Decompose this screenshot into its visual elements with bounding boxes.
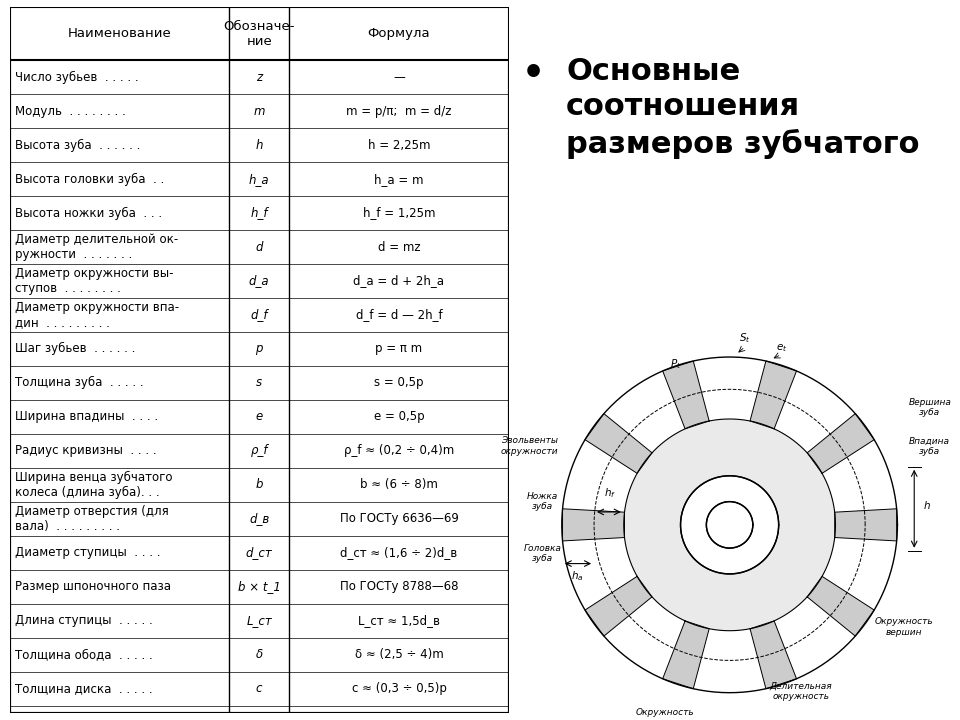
Text: ρ_f ≈ (0,2 ÷ 0,4)m: ρ_f ≈ (0,2 ÷ 0,4)m — [344, 444, 454, 457]
Text: По ГОСТу 6636—69: По ГОСТу 6636—69 — [340, 513, 459, 526]
Text: ρ_f: ρ_f — [251, 444, 268, 457]
Text: Основные
соотношения
размеров зубчатого: Основные соотношения размеров зубчатого — [566, 57, 920, 159]
Text: b ≈ (6 ÷ 8)m: b ≈ (6 ÷ 8)m — [360, 478, 438, 491]
Text: Высота зуба  . . . . . .: Высота зуба . . . . . . — [14, 138, 140, 152]
Text: Длина ступицы  . . . . .: Длина ступицы . . . . . — [14, 614, 153, 627]
Text: Формула: Формула — [368, 27, 430, 40]
Text: Толщина обода  . . . . .: Толщина обода . . . . . — [14, 648, 153, 661]
Text: Радиус кривизны  . . . .: Радиус кривизны . . . . — [14, 444, 156, 457]
Text: δ ≈ (2,5 ÷ 4)m: δ ≈ (2,5 ÷ 4)m — [354, 648, 444, 661]
Polygon shape — [750, 361, 797, 429]
Text: Толщина диска  . . . . .: Толщина диска . . . . . — [14, 683, 153, 696]
Text: p = π m: p = π m — [375, 343, 422, 356]
Text: s: s — [256, 377, 262, 390]
Text: Наименование: Наименование — [67, 27, 171, 40]
Text: d_в: d_в — [249, 513, 270, 526]
Text: h_a = m: h_a = m — [374, 173, 423, 186]
Text: d_ст: d_ст — [246, 546, 273, 559]
Text: Впадина
зуба: Впадина зуба — [909, 436, 950, 456]
Text: c: c — [256, 683, 262, 696]
Text: h: h — [255, 138, 263, 152]
Text: p: p — [255, 343, 263, 356]
Text: Шаг зубьев  . . . . . .: Шаг зубьев . . . . . . — [14, 343, 135, 356]
Text: δ: δ — [255, 648, 263, 661]
Text: h_a: h_a — [249, 173, 270, 186]
Circle shape — [624, 419, 835, 631]
Polygon shape — [662, 361, 709, 429]
Text: b × t_1: b × t_1 — [238, 580, 280, 593]
Text: d = mz: d = mz — [377, 240, 420, 253]
FancyBboxPatch shape — [10, 7, 509, 713]
Text: Диаметр делительной ок-
ружности  . . . . . . .: Диаметр делительной ок- ружности . . . .… — [14, 233, 178, 261]
Text: Толщина зуба  . . . . .: Толщина зуба . . . . . — [14, 377, 143, 390]
Text: Высота ножки зуба  . . .: Высота ножки зуба . . . — [14, 207, 161, 220]
Text: $S_t$: $S_t$ — [739, 331, 751, 346]
Polygon shape — [585, 414, 652, 473]
Text: m = p/π;  m = d/z: m = p/π; m = d/z — [347, 104, 452, 117]
Text: $h_f$: $h_f$ — [604, 487, 615, 500]
Text: h_f = 1,25m: h_f = 1,25m — [363, 207, 435, 220]
Text: —: — — [393, 71, 405, 84]
Text: •: • — [522, 57, 545, 91]
Text: Диаметр отверстия (для
вала)  . . . . . . . . .: Диаметр отверстия (для вала) . . . . . .… — [14, 505, 168, 533]
Text: Ширина впадины  . . . .: Ширина впадины . . . . — [14, 410, 157, 423]
Text: h_f: h_f — [251, 207, 268, 220]
Text: Эвольвенты
окружности: Эвольвенты окружности — [501, 436, 559, 456]
Text: d: d — [255, 240, 263, 253]
Polygon shape — [662, 621, 709, 689]
Polygon shape — [563, 509, 625, 541]
Text: d_f: d_f — [251, 308, 268, 321]
Text: z: z — [256, 71, 262, 84]
Polygon shape — [834, 509, 897, 541]
Polygon shape — [585, 577, 652, 636]
Text: Размер шпоночного паза: Размер шпоночного паза — [14, 580, 171, 593]
Text: По ГОСТу 8788—68: По ГОСТу 8788—68 — [340, 580, 458, 593]
Circle shape — [707, 502, 753, 548]
Text: Ширина венца зубчатого
колеса (длина зуба). . .: Ширина венца зубчатого колеса (длина зуб… — [14, 471, 172, 499]
Polygon shape — [807, 577, 875, 636]
Text: m: m — [253, 104, 265, 117]
Text: Обозначе-
ние: Обозначе- ние — [224, 19, 295, 48]
Text: $h_a$: $h_a$ — [571, 569, 584, 583]
Text: d_a: d_a — [249, 274, 270, 287]
Text: e = 0,5p: e = 0,5p — [373, 410, 424, 423]
Text: c ≈ (0,3 ÷ 0,5)p: c ≈ (0,3 ÷ 0,5)p — [351, 683, 446, 696]
FancyBboxPatch shape — [10, 7, 509, 60]
Text: $e_t$: $e_t$ — [776, 343, 787, 354]
Text: Число зубьев  . . . . .: Число зубьев . . . . . — [14, 71, 138, 84]
Text: Делительная
окружность: Делительная окружность — [769, 682, 832, 701]
Text: Вершина
зуба: Вершина зуба — [908, 397, 951, 417]
Text: L_ст: L_ст — [247, 614, 272, 627]
Polygon shape — [807, 414, 875, 473]
Text: Диаметр ступицы  . . . .: Диаметр ступицы . . . . — [14, 546, 160, 559]
Text: Окружность
вершин: Окружность вершин — [875, 617, 933, 636]
Text: $P_t$: $P_t$ — [670, 357, 681, 371]
Text: b: b — [255, 478, 263, 491]
Text: d_a = d + 2h_a: d_a = d + 2h_a — [353, 274, 444, 287]
Text: Головка
зуба: Головка зуба — [523, 544, 562, 563]
Text: Высота головки зуба  . .: Высота головки зуба . . — [14, 173, 164, 186]
Text: e: e — [255, 410, 263, 423]
Text: $h$: $h$ — [924, 500, 931, 511]
Text: Окружность
впадин: Окружность впадин — [636, 708, 694, 720]
Polygon shape — [750, 621, 797, 689]
Text: Ножка
зуба: Ножка зуба — [527, 492, 558, 511]
Text: L_ст ≈ 1,5d_в: L_ст ≈ 1,5d_в — [358, 614, 440, 627]
Text: s = 0,5p: s = 0,5p — [374, 377, 423, 390]
Text: Модуль  . . . . . . . .: Модуль . . . . . . . . — [14, 104, 126, 117]
Circle shape — [681, 476, 779, 574]
Text: Диаметр окружности вы-
ступов  . . . . . . . .: Диаметр окружности вы- ступов . . . . . … — [14, 267, 173, 295]
Text: h = 2,25m: h = 2,25m — [368, 138, 430, 152]
Text: d_f = d — 2h_f: d_f = d — 2h_f — [355, 308, 443, 321]
Text: Диаметр окружности впа-
дин  . . . . . . . . .: Диаметр окружности впа- дин . . . . . . … — [14, 301, 179, 329]
Text: d_ст ≈ (1,6 ÷ 2)d_в: d_ст ≈ (1,6 ÷ 2)d_в — [341, 546, 458, 559]
